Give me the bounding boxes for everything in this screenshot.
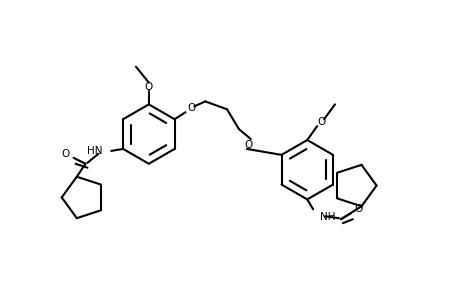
Text: O: O [355, 204, 363, 214]
Text: HN: HN [87, 146, 103, 156]
Text: O: O [62, 149, 70, 159]
Text: O: O [145, 81, 153, 92]
Text: O: O [187, 103, 196, 113]
Text: O: O [317, 117, 325, 127]
Text: NH: NH [320, 212, 336, 222]
Text: O: O [245, 140, 253, 150]
